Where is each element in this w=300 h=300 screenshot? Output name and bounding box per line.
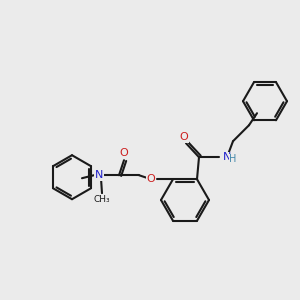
Text: CH₃: CH₃ [94,195,110,204]
Text: O: O [147,174,155,184]
Text: O: O [120,148,128,158]
Text: O: O [180,132,188,142]
Text: N: N [223,152,231,162]
Text: H: H [229,154,237,164]
Text: N: N [95,170,103,180]
